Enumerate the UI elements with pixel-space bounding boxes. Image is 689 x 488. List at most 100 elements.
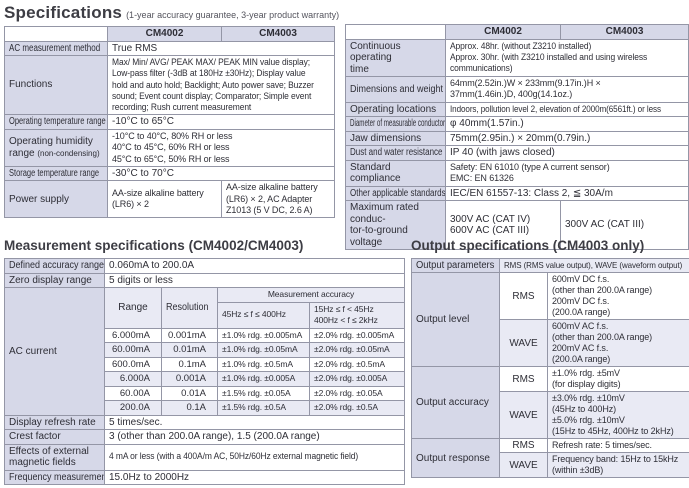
table-row: Maximum rated conduc- tor-to-ground volt… [345, 200, 689, 251]
corner-cell [345, 24, 446, 40]
table-row: Operating locations Indoors, pollution l… [345, 101, 689, 118]
table-row: WAVE 600mV AC f.s. (other than 200.0A ra… [412, 319, 689, 367]
functions-label: Functions [4, 54, 108, 116]
range-cell: 600.0mA [104, 356, 162, 372]
op-temp-value: -10°C to 65°C [107, 114, 335, 130]
diameter-value: φ 40mm(1.57in.) [445, 116, 689, 132]
freq-band-2-header: 15Hz ≤ f < 45Hz 400Hz < f ≤ 2kHz [308, 301, 406, 329]
storage-value: -30°C to 70°C [107, 165, 335, 182]
resolution-cell: 0.01A [161, 385, 218, 401]
jaw-label: Jaw dimensions [345, 130, 446, 147]
section-output: Output specifications (CM4003 only) Outp… [411, 237, 689, 478]
range-cell: 6.000mA [104, 327, 162, 343]
col-header-cm4002: CM4002 [107, 26, 222, 42]
op-temp-label: Operating temperature range [4, 114, 108, 130]
table-row: AC measurement method True RMS [4, 40, 335, 56]
output-accuracy-wave-value: ±3.0% rdg. ±10mV (45Hz to 400Hz) ±5.0% r… [546, 391, 689, 439]
accuracy-cell: ±1.0% rdg. ±0.5mA [217, 356, 310, 372]
measurement-heading: Measurement specifications (CM4002/CM400… [4, 237, 406, 255]
continuous-time-label: Continuous operating time [345, 38, 446, 77]
table-row: Frequency measurement 15.0Hz to 2000Hz [4, 469, 406, 485]
table-row: WAVE ±3.0% rdg. ±10mV (45Hz to 400Hz) ±5… [412, 391, 689, 439]
table-row: Continuous operating time Approx. 48hr. … [345, 38, 689, 77]
range-cell: 200.0A [104, 400, 162, 416]
range-col-header: Range [104, 287, 162, 329]
max-voltage-cm4003: 300V AC (CAT III) [560, 200, 689, 251]
crest-factor-label: Crest factor [4, 429, 105, 445]
table-row: Functions Max/ Min/ AVG/ PEAK MAX/ PEAK … [4, 54, 335, 116]
humidity-label: Operating humidity range (non-condensing… [4, 128, 108, 167]
rms-row-header: RMS [499, 438, 548, 453]
page-title: Specifications [4, 3, 123, 22]
output-heading: Output specifications (CM4003 only) [411, 237, 689, 255]
dimensions-value: 64mm(2.52in.)W × 233mm(9.17in.)H × 37mm(… [445, 76, 689, 103]
external-fields-label: Effects of external magnetic fields [4, 443, 105, 471]
humidity-sublabel: (non-condensing) [37, 148, 100, 158]
accuracy-cell: ±1.5% rdg. ±0.05A [217, 385, 310, 401]
standard-value: Safety: EN 61010 (type A current sensor)… [445, 159, 689, 187]
defined-range-label: Defined accuracy range [4, 258, 105, 274]
ac-current-label: AC current [4, 287, 105, 416]
resolution-cell: 0.001mA [161, 327, 218, 343]
table-row: Operating humidity range (non-condensing… [4, 128, 335, 167]
output-table: Output parameters RMS (RMS value output)… [411, 258, 689, 478]
table-row: 600.0mA 0.1mA ±1.0% rdg. ±0.5mA ±2.0% rd… [5, 356, 406, 372]
output-response-label: Output response [411, 438, 500, 478]
warranty-note: (1-year accuracy guarantee, 3-year produ… [126, 10, 340, 20]
accuracy-cell: ±1.0% rdg. ±0.05mA [217, 342, 310, 358]
accuracy-cell: ±1.5% rdg. ±0.5A [217, 400, 310, 416]
table-row: 60.00A 0.01A ±1.5% rdg. ±0.05A ±2.0% rdg… [5, 385, 406, 401]
zero-range-label: Zero display range [4, 272, 105, 288]
wave-row-header: WAVE [499, 452, 548, 478]
wave-row-header: WAVE [499, 319, 548, 367]
output-params-label: Output parameters [411, 258, 500, 273]
spec-left-table: CM4002 CM4003 AC measurement method True… [4, 26, 335, 219]
output-title: Output specifications (CM4003 only) [411, 238, 645, 253]
other-standards-value: IEC/EN 61557-13: Class 2, ≦ 30A/m [445, 185, 689, 202]
section-specifications-right: CM4002 CM4003 Continuous operating time … [345, 24, 689, 251]
accuracy-cell: ±1.0% rdg. ±0.005mA [217, 327, 310, 343]
table-row: Output parameters RMS (RMS value output)… [411, 258, 689, 273]
defined-range-value: 0.060mA to 200.0A [103, 258, 406, 274]
accuracy-cell: ±2.0% rdg. ±0.5A [308, 400, 406, 416]
corner-cell [4, 26, 108, 42]
output-params-value: RMS (RMS value output), WAVE (waveform o… [498, 258, 689, 273]
table-row: 45Hz ≤ f ≤ 400Hz 15Hz ≤ f < 45Hz 400Hz <… [5, 301, 406, 329]
resolution-col-header: Resolution [161, 287, 218, 329]
power-label: Power supply [4, 180, 108, 219]
table-row: Storage temperature range -30°C to 70°C [4, 165, 335, 182]
resolution-cell: 0.1mA [161, 356, 218, 372]
measurement-table: Defined accuracy range 0.060mA to 200.0A… [4, 258, 406, 485]
col-header-cm4003: CM4003 [221, 26, 335, 42]
col-header-cm4003: CM4003 [560, 24, 689, 40]
ac-method-value: True RMS [107, 40, 335, 56]
ac-method-label: AC measurement method [4, 40, 108, 56]
table-row: Display refresh rate 5 times/sec. [4, 414, 406, 430]
functions-value: Max/ Min/ AVG/ PEAK MAX/ PEAK MIN value … [107, 54, 335, 116]
accuracy-cell: ±2.0% rdg. ±0.5mA [308, 356, 406, 372]
table-row: Other applicable standards IEC/EN 61557-… [345, 185, 689, 202]
accuracy-col-header: Measurement accuracy [216, 287, 406, 303]
dust-label: Dust and water resistance [345, 145, 446, 161]
freq-band-1-header: 45Hz ≤ f ≤ 400Hz [217, 301, 310, 329]
table-row: Zero display range 5 digits or less [4, 272, 406, 288]
table-row: CM4002 CM4003 [4, 26, 335, 42]
spec-right-table: CM4002 CM4003 Continuous operating time … [345, 24, 689, 251]
table-row: Dimensions and weight 64mm(2.52in.)W × 2… [345, 76, 689, 103]
output-accuracy-label: Output accuracy [411, 366, 500, 439]
resolution-cell: 0.01mA [161, 342, 218, 358]
range-cell: 6.000A [104, 371, 162, 387]
section-measurement: Measurement specifications (CM4002/CM400… [4, 237, 406, 485]
external-fields-value: 4 mA or less (with a 400A/m AC, 50Hz/60H… [103, 443, 406, 471]
range-cell: 60.00mA [104, 342, 162, 358]
table-row: Operating temperature range -10°C to 65°… [4, 114, 335, 130]
table-row: AC current Range Resolution Measurement … [4, 287, 406, 416]
table-row: Output accuracy RMS ±1.0% rdg. ±5mV (for… [411, 366, 689, 439]
accuracy-cell: ±2.0% rdg. ±0.005mA [308, 327, 406, 343]
refresh-rate-label: Display refresh rate [4, 414, 105, 430]
table-row: Defined accuracy range 0.060mA to 200.0A [4, 258, 406, 274]
table-row: Power supply AA-size alkaline battery (L… [4, 180, 335, 219]
continuous-time-value: Approx. 48hr. (without Z3210 installed) … [445, 38, 689, 77]
accuracy-cell: ±2.0% rdg. ±0.05mA [308, 342, 406, 358]
humidity-value: -10°C to 40°C, 80% RH or less 40°C to 45… [107, 128, 335, 167]
